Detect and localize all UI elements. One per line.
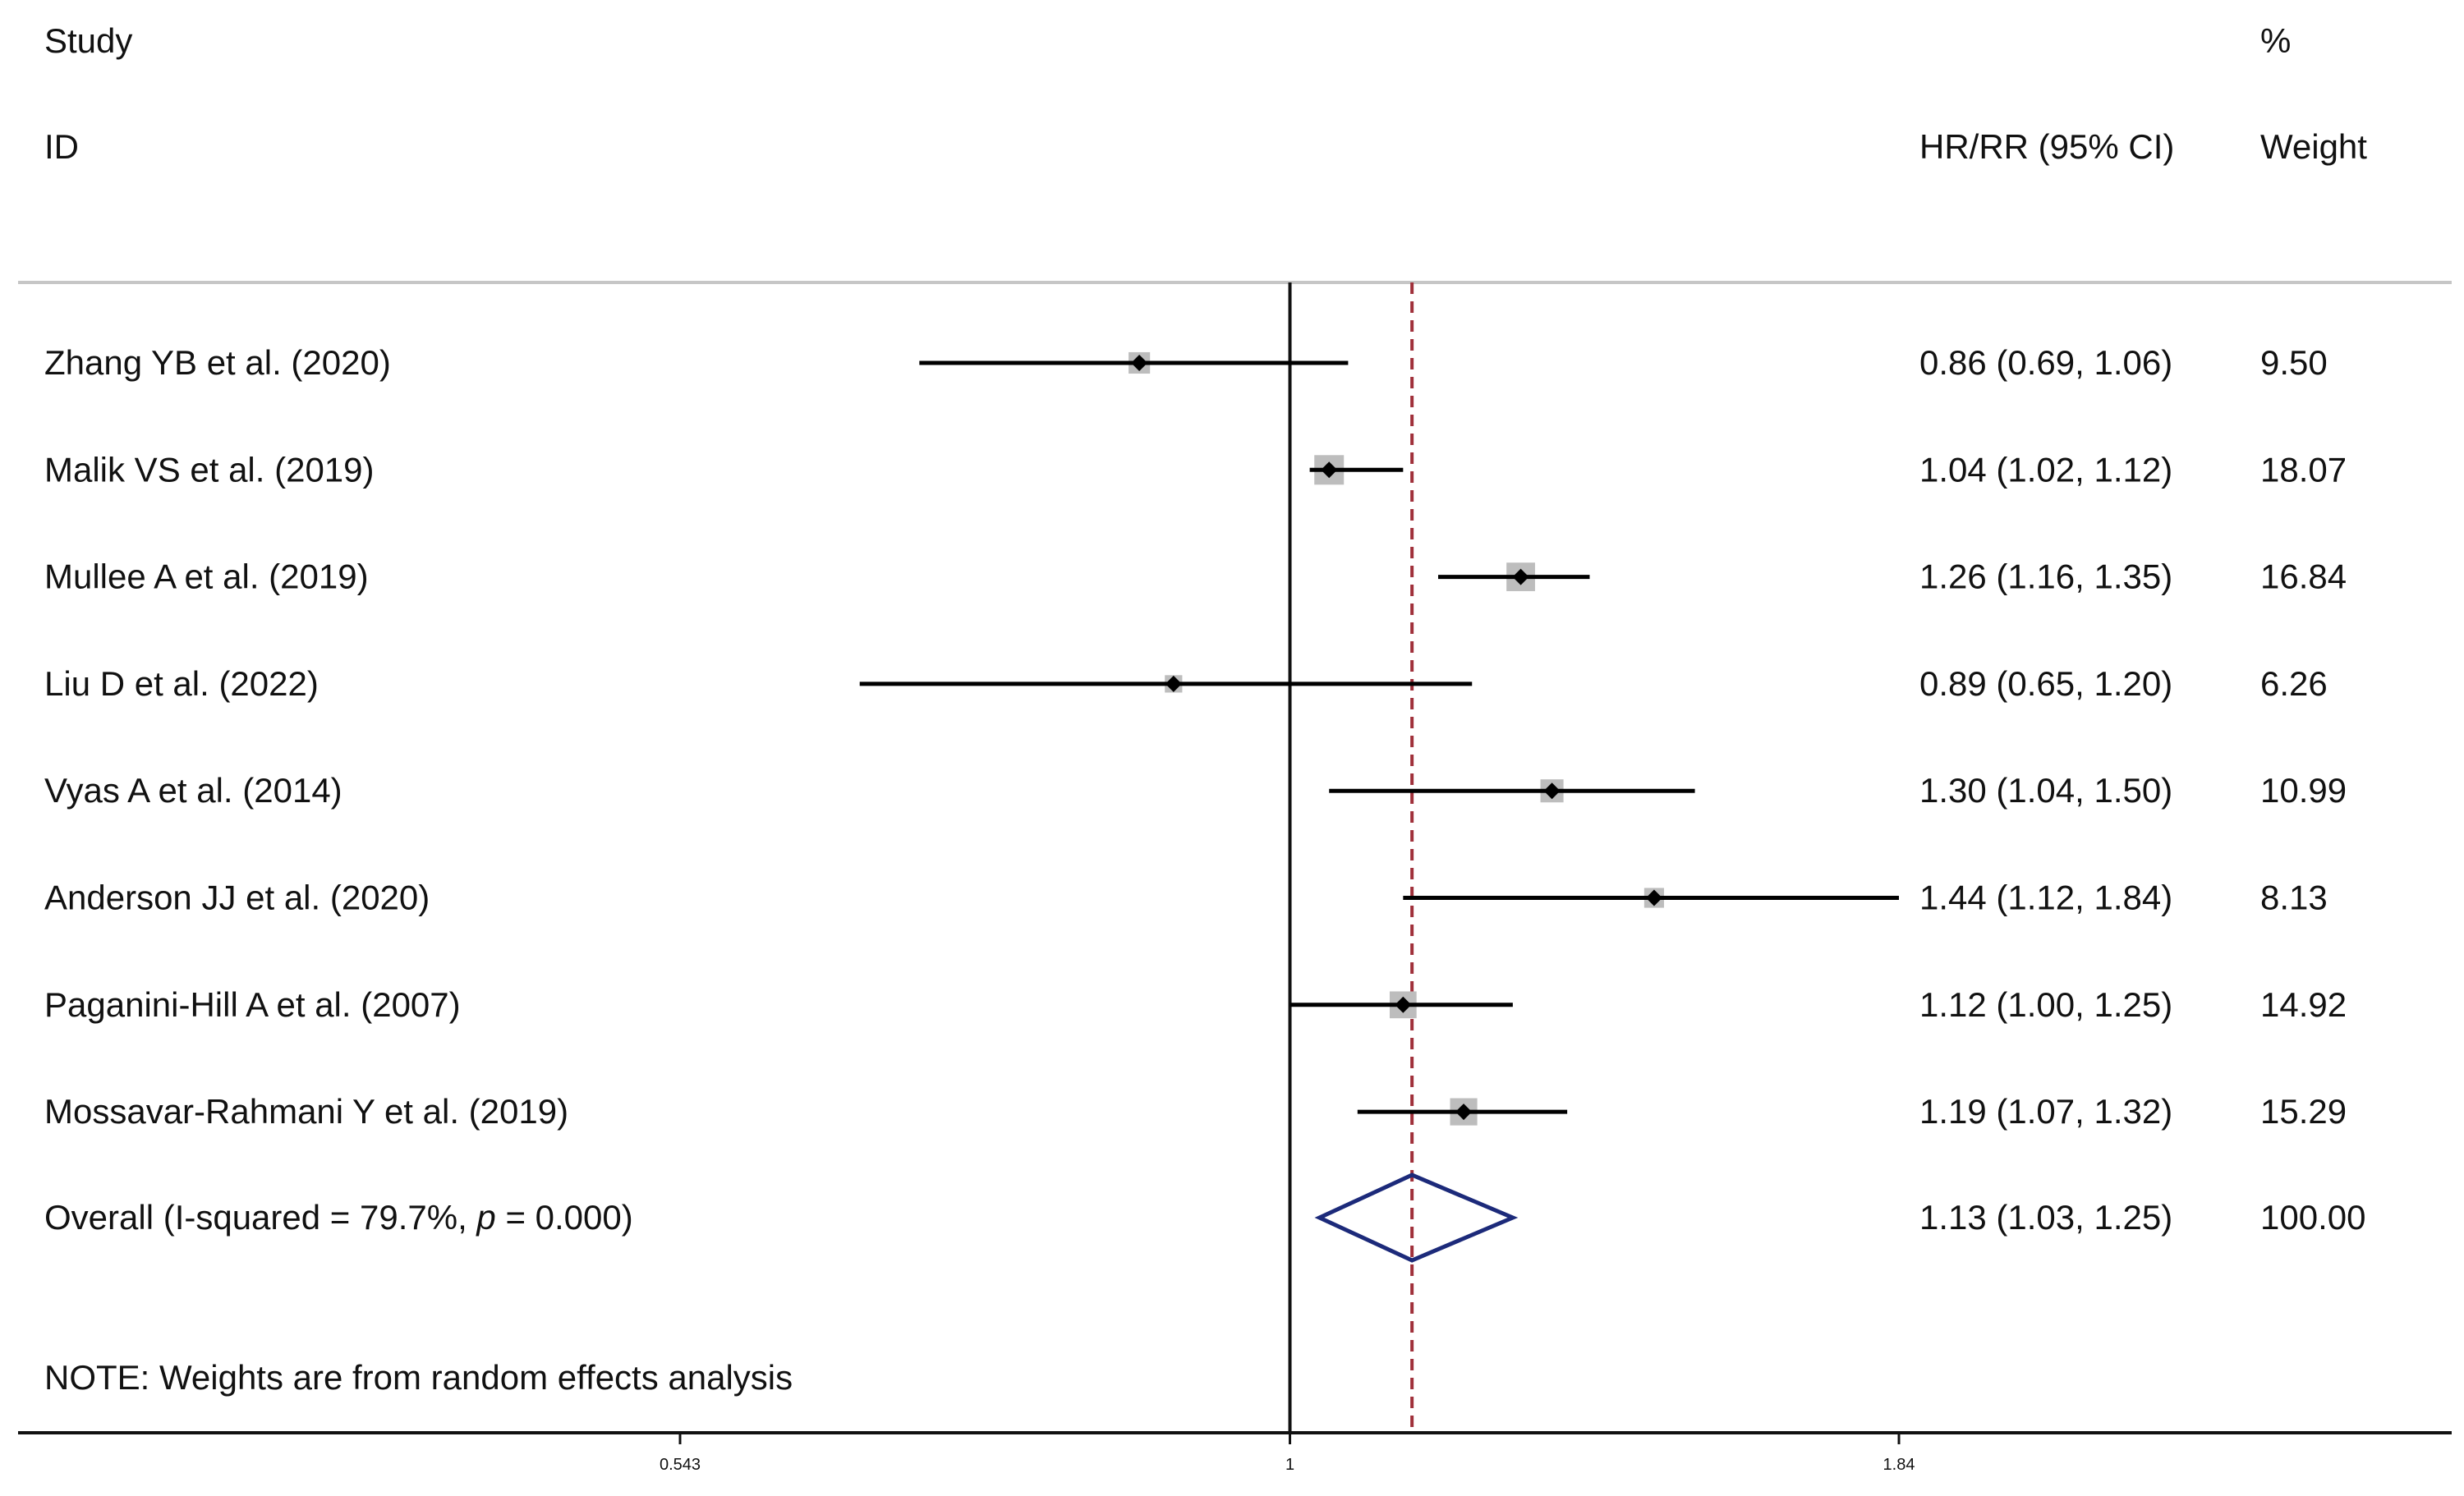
x-tick-label: 1: [1285, 1456, 1294, 1474]
study-weight-text: 16.84: [2260, 558, 2347, 596]
overall-label: Overall (I-squared = 79.7%, p = 0.000): [44, 1198, 633, 1237]
study-label: Vyas A et al. (2014): [44, 771, 342, 810]
header-study: Study: [44, 21, 132, 60]
point-estimate: [1165, 675, 1182, 692]
study-row: Mullee A et al. (2019) 1.26 (1.16, 1.35) 1…: [44, 558, 2347, 596]
study-rows: Zhang YB et al. (2020) 0.86 (0.69, 1.06) 9…: [44, 343, 2347, 1131]
header-percent: %: [2260, 21, 2291, 60]
study-row: Vyas A et al. (2014) 1.30 (1.04, 1.50) 10.…: [44, 771, 2347, 810]
point-estimate: [1455, 1104, 1473, 1121]
point-estimate: [1131, 355, 1148, 371]
overall-diamond: [1314, 1172, 1519, 1263]
study-ci-text: 1.44 (1.12, 1.84): [1919, 879, 2172, 917]
study-ci-text: 1.30 (1.04, 1.50): [1919, 771, 2172, 810]
study-weight-text: 10.99: [2260, 771, 2347, 810]
x-tick-label: 1.84: [1883, 1456, 1915, 1474]
point-estimate: [1645, 889, 1662, 906]
point-estimate: [1543, 782, 1561, 800]
study-row: Mossavar-Rahmani Y et al. (2019) 1.19 (1.…: [44, 1092, 2347, 1131]
point-estimate: [1321, 461, 1338, 479]
overall-label-p: p: [475, 1198, 495, 1237]
study-ci-text: 1.04 (1.02, 1.12): [1919, 450, 2172, 489]
header-effect-label: HR/RR (95% CI): [1919, 127, 2174, 166]
study-ci-text: 0.89 (0.65, 1.20): [1919, 664, 2172, 703]
x-axis-ticks: 0.543 1 1.84: [660, 1433, 1915, 1474]
point-estimate: [1395, 996, 1412, 1013]
header-weight: Weight: [2260, 127, 2367, 166]
study-weight-text: 18.07: [2260, 450, 2347, 489]
note: NOTE: Weights are from random effects an…: [44, 1358, 793, 1397]
study-label: Zhang YB et al. (2020): [44, 343, 391, 382]
study-row: Zhang YB et al. (2020) 0.86 (0.69, 1.06) 9…: [44, 343, 2328, 382]
study-label: Mossavar-Rahmani Y et al. (2019): [44, 1092, 568, 1131]
study-weight-text: 15.29: [2260, 1092, 2347, 1131]
study-label: Malik VS et al. (2019): [44, 450, 375, 489]
study-ci-text: 0.86 (0.69, 1.06): [1919, 343, 2172, 382]
study-row: Liu D et al. (2022) 0.89 (0.65, 1.20) 6.26: [44, 664, 2328, 703]
study-weight-text: 8.13: [2260, 879, 2328, 917]
study-label: Liu D et al. (2022): [44, 664, 319, 703]
overall-ci-text: 1.13 (1.03, 1.25): [1919, 1198, 2172, 1237]
study-ci-text: 1.19 (1.07, 1.32): [1919, 1092, 2172, 1131]
x-tick-label: 0.543: [660, 1456, 701, 1474]
overall-label-suffix: = 0.000): [496, 1198, 633, 1237]
study-row: Malik VS et al. (2019) 1.04 (1.02, 1.12) 1…: [44, 450, 2347, 489]
study-ci-text: 1.12 (1.00, 1.25): [1919, 985, 2172, 1024]
study-weight-text: 6.26: [2260, 664, 2328, 703]
point-estimate: [1512, 568, 1529, 585]
study-ci-text: 1.26 (1.16, 1.35): [1919, 558, 2172, 596]
study-row: Anderson JJ et al. (2020) 1.44 (1.12, 1.8…: [44, 879, 2328, 917]
study-label: Paganini-Hill A et al. (2007): [44, 985, 461, 1024]
overall-weight-text: 100.00: [2260, 1198, 2365, 1237]
study-row: Paganini-Hill A et al. (2007) 1.12 (1.00,…: [44, 985, 2347, 1024]
study-label: Anderson JJ et al. (2020): [44, 879, 430, 917]
overall-row: Overall (I-squared = 79.7%, p = 0.000) 1…: [44, 1172, 2365, 1263]
header-id: ID: [44, 127, 79, 166]
overall-label-prefix: Overall (I-squared = 79.7%,: [44, 1198, 476, 1237]
study-weight-text: 14.92: [2260, 985, 2347, 1024]
study-label: Mullee A et al. (2019): [44, 558, 369, 596]
study-weight-text: 9.50: [2260, 343, 2328, 382]
header: Study ID HR/RR (95% CI) % Weight: [44, 21, 2367, 166]
